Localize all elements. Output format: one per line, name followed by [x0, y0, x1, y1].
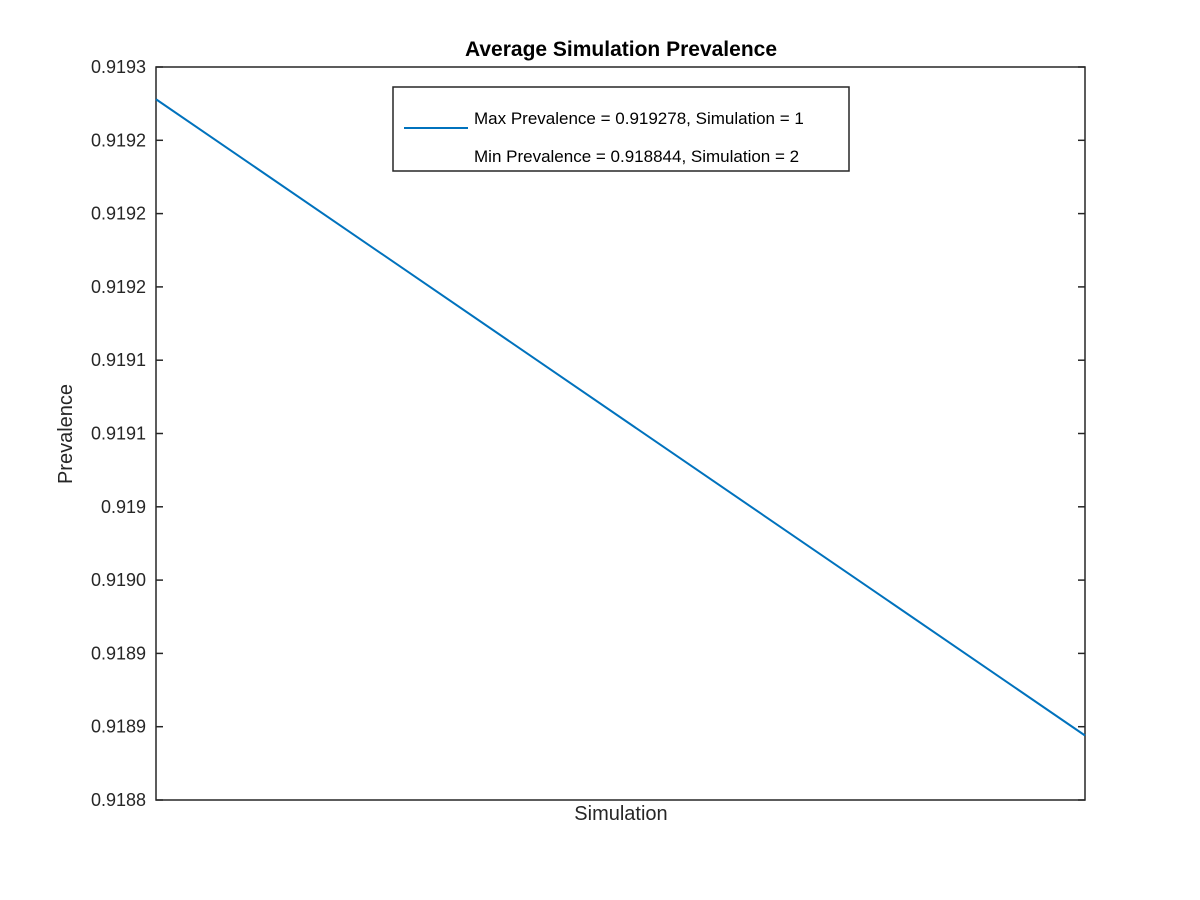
y-tick-label: 0.9188: [91, 790, 146, 810]
chart-title: Average Simulation Prevalence: [465, 38, 777, 61]
y-tick-label: 0.9191: [91, 350, 146, 370]
series-group: [155, 98, 1086, 737]
legend-entry-min: Min Prevalence = 0.918844, Simulation = …: [474, 147, 799, 166]
y-axis-label: Prevalence: [55, 384, 77, 484]
legend: Max Prevalence = 0.919278, Simulation = …: [392, 86, 850, 172]
plot-area: [155, 66, 1086, 801]
y-tick-label: 0.9189: [91, 643, 146, 663]
legend-box: [392, 86, 850, 172]
y-tick-label: 0.9192: [91, 277, 146, 297]
y-tick-label: 0.9192: [91, 204, 146, 224]
legend-entry-max: Max Prevalence = 0.919278, Simulation = …: [474, 109, 804, 128]
series-line-1: [155, 98, 1086, 737]
y-tick-label: 0.919: [101, 497, 146, 517]
y-tick-label: 0.9193: [91, 57, 146, 77]
y-tick-label: 0.9190: [91, 570, 146, 590]
x-axis-label: Simulation: [574, 803, 667, 825]
y-tick-label: 0.9191: [91, 424, 146, 444]
y-tick-label: 0.9189: [91, 717, 146, 737]
y-ticks: 0.9188 0.9189 0.9189 0.9190 0.919 0.9191 0.919…: [91, 57, 1085, 810]
y-tick-label: 0.9192: [91, 130, 146, 150]
